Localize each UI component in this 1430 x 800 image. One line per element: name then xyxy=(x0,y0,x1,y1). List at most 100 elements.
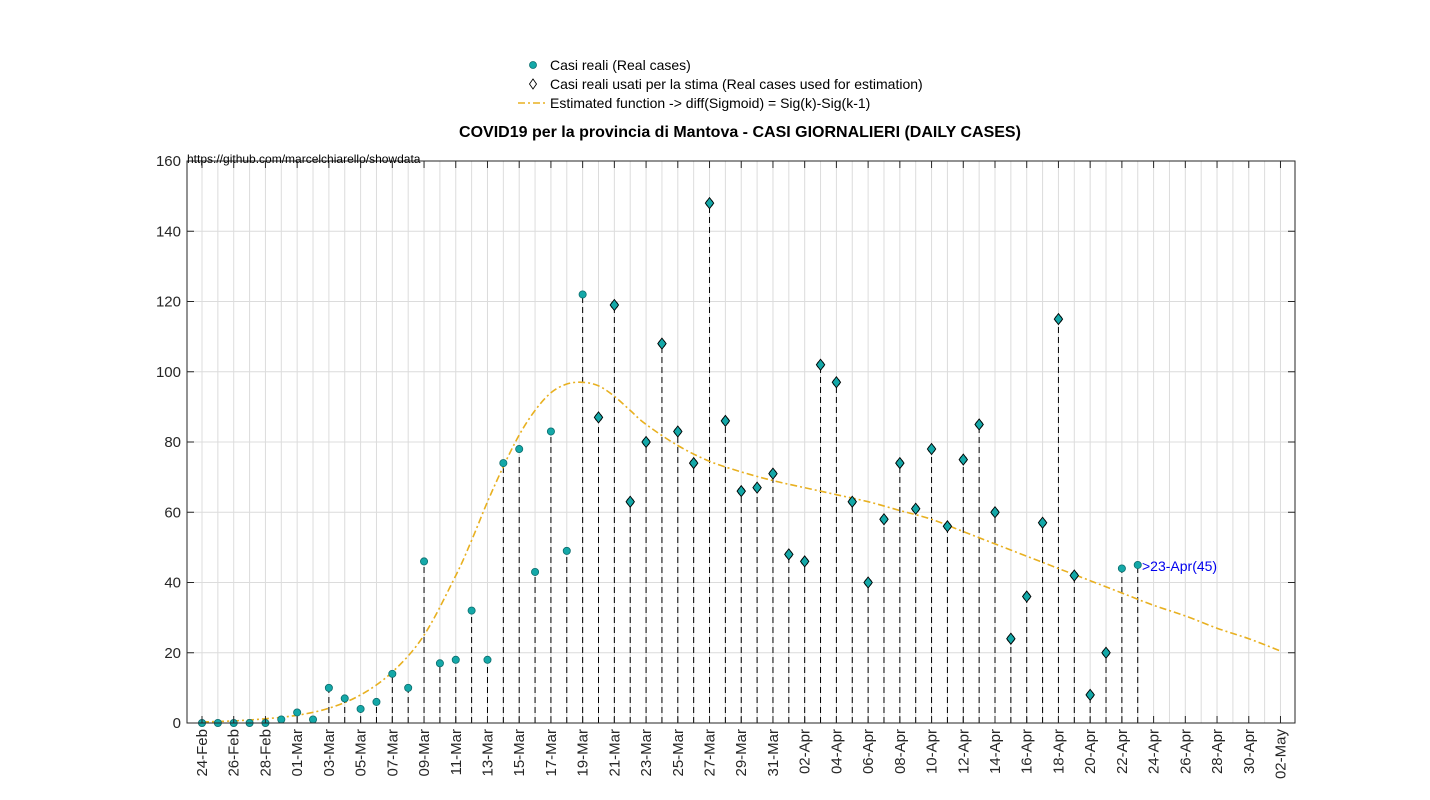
real-case-point xyxy=(483,655,492,664)
x-tick-label: 22-Apr xyxy=(1114,729,1131,774)
estimation-point xyxy=(1021,590,1032,603)
estimation-point xyxy=(609,298,620,312)
x-tick-label: 30-Apr xyxy=(1241,729,1258,774)
estimation-point xyxy=(1085,688,1095,702)
real-case-point xyxy=(451,655,460,664)
last-point-label: >23-Apr(45) xyxy=(1142,558,1217,574)
estimation-points xyxy=(593,196,1111,702)
real-case-point xyxy=(435,659,444,668)
x-tick-label: 24-Apr xyxy=(1146,729,1163,774)
estimated-function-line xyxy=(201,381,1281,723)
x-tick-label: 03-Mar xyxy=(321,729,338,777)
x-tick-label: 05-Mar xyxy=(353,729,370,777)
x-tick-label: 07-Mar xyxy=(384,729,401,777)
real-case-point xyxy=(356,704,365,713)
x-tick-label: 20-Apr xyxy=(1082,729,1099,774)
real-case-point xyxy=(467,606,476,615)
estimation-point xyxy=(958,453,969,466)
x-tick-label: 09-Mar xyxy=(416,729,433,777)
x-tick-label: 19-Mar xyxy=(575,729,592,777)
estimation-point xyxy=(847,495,858,508)
estimation-point xyxy=(1069,569,1080,582)
x-tick-label: 24-Feb xyxy=(194,729,211,777)
estimation-point xyxy=(926,442,937,456)
x-tick-label: 28-Apr xyxy=(1209,729,1226,774)
x-tick-label: 17-Mar xyxy=(543,729,560,777)
estimation-point xyxy=(688,456,699,470)
x-tick-label: 16-Apr xyxy=(1019,729,1036,774)
estimation-point xyxy=(815,358,826,371)
source-url-note: https://github.com/marcelchiarello/showd… xyxy=(187,152,421,166)
x-tick-label: 15-Mar xyxy=(511,729,528,777)
legend-item-estimated-function: Estimated function -> diff(Sigmoid) = Si… xyxy=(512,94,870,112)
legend-label-real-cases: Casi reali (Real cases) xyxy=(550,57,691,73)
x-tick-label: 11-Mar xyxy=(448,729,465,775)
x-tick-label: 02-May xyxy=(1272,729,1289,780)
x-tick-label: 06-Apr xyxy=(860,729,877,774)
real-case-point xyxy=(531,567,540,576)
legend-dot-icon xyxy=(512,56,550,74)
real-case-point xyxy=(293,708,302,717)
y-tick-label: 140 xyxy=(156,223,181,240)
y-axis-ticks: 0 20 40 60 80 100 120 140 160 xyxy=(156,153,1295,732)
real-case-point xyxy=(309,715,318,724)
real-case-point xyxy=(578,290,587,299)
estimation-point xyxy=(593,411,604,424)
estimation-point xyxy=(942,520,953,533)
x-tick-label: 26-Apr xyxy=(1177,729,1194,774)
estimation-point xyxy=(704,196,715,210)
estimation-point xyxy=(641,435,651,449)
y-tick-label: 20 xyxy=(164,645,181,662)
estimation-point xyxy=(879,513,889,526)
x-tick-label: 13-Mar xyxy=(479,729,496,777)
x-tick-label: 08-Apr xyxy=(892,729,909,774)
estimation-point xyxy=(1053,312,1064,326)
legend: Casi reali (Real cases) Casi reali usati… xyxy=(512,54,968,114)
legend-diamond-icon xyxy=(512,75,550,93)
y-tick-label: 120 xyxy=(156,294,181,311)
x-tick-label: 14-Apr xyxy=(987,729,1004,774)
y-tick-label: 60 xyxy=(164,504,181,521)
estimation-point xyxy=(625,495,635,508)
estimation-point xyxy=(784,548,794,561)
real-case-point xyxy=(340,694,349,703)
x-tick-label: 27-Mar xyxy=(702,729,719,777)
estimation-point xyxy=(1006,632,1016,645)
real-case-point xyxy=(420,557,429,566)
x-tick-label: 21-Mar xyxy=(606,729,623,777)
x-tick-label: 26-Feb xyxy=(226,729,243,777)
y-tick-label: 160 xyxy=(156,153,181,170)
real-case-point xyxy=(324,683,333,692)
x-tick-label: 18-Apr xyxy=(1050,729,1067,774)
estimation-point xyxy=(657,337,667,350)
x-tick-label: 31-Mar xyxy=(765,729,782,777)
x-tick-label: 02-Apr xyxy=(797,729,814,774)
real-case-point xyxy=(515,445,524,454)
estimation-point xyxy=(736,484,747,498)
estimation-point xyxy=(910,502,921,515)
x-tick-label: 10-Apr xyxy=(924,729,941,774)
x-tick-label: 23-Mar xyxy=(638,729,655,777)
estimation-point xyxy=(1037,516,1048,530)
legend-item-estimation-cases: Casi reali usati per la stima (Real case… xyxy=(512,75,923,93)
estimation-point xyxy=(1101,646,1111,659)
estimation-point xyxy=(990,506,1000,519)
estimation-point xyxy=(799,555,810,568)
estimation-point xyxy=(895,456,905,470)
y-tick-label: 0 xyxy=(173,715,181,732)
estimation-point xyxy=(673,425,683,438)
real-case-point xyxy=(388,669,397,678)
estimation-point xyxy=(831,376,842,389)
estimation-point xyxy=(863,576,873,589)
y-tick-label: 40 xyxy=(164,575,181,592)
real-case-point xyxy=(546,427,555,436)
real-case-point xyxy=(499,459,508,468)
x-tick-label: 01-Mar xyxy=(289,729,306,777)
x-axis-ticks: 24-Feb 26-Feb 28-Feb 01-Mar 03-Mar 05-Mar 07-M… xyxy=(194,161,1289,779)
real-case-point xyxy=(562,546,571,555)
real-case-point xyxy=(1133,560,1142,569)
stem-lines xyxy=(280,203,1139,723)
x-tick-label: 12-Apr xyxy=(955,729,972,774)
y-tick-label: 80 xyxy=(164,434,181,451)
